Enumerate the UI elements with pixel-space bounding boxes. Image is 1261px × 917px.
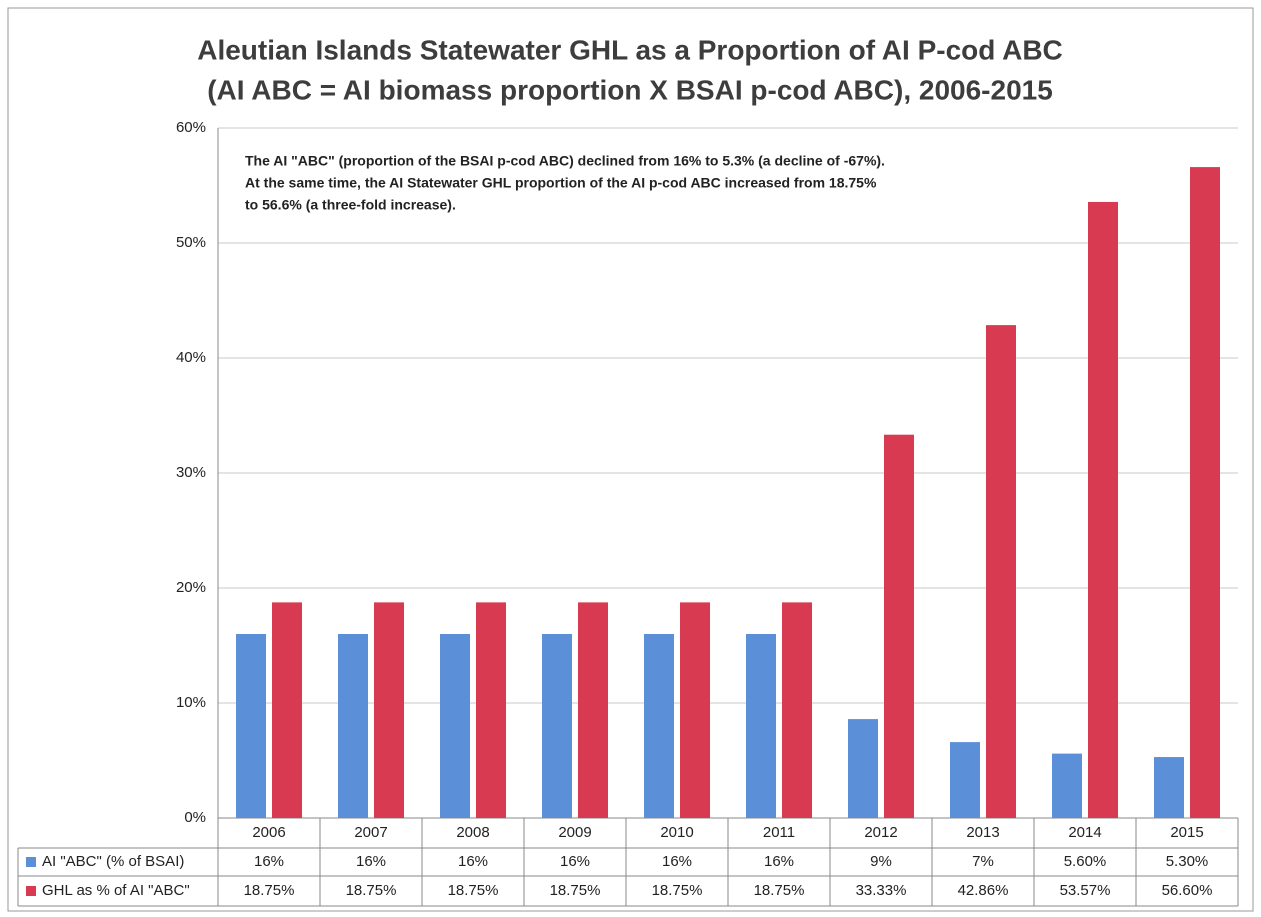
y-tick-label: 0% <box>184 809 206 826</box>
x-tick-label: 2008 <box>456 824 489 841</box>
chart-title: (AI ABC = AI biomass proportion X BSAI p… <box>207 74 1053 105</box>
table-cell: 9% <box>870 853 892 870</box>
x-tick-label: 2012 <box>864 824 897 841</box>
table-cell: 16% <box>662 853 692 870</box>
chart-border <box>7 7 1254 912</box>
table-cell: 18.75% <box>652 882 703 899</box>
bar <box>746 634 776 818</box>
bar <box>848 719 878 818</box>
bar <box>338 634 368 818</box>
x-tick-label: 2014 <box>1068 824 1101 841</box>
legend-label: AI "ABC" (% of BSAI) <box>42 853 184 870</box>
bar <box>476 602 506 818</box>
bar <box>440 634 470 818</box>
table-cell: 16% <box>458 853 488 870</box>
table-cell: 16% <box>356 853 386 870</box>
bar <box>1154 757 1184 818</box>
table-cell: 18.75% <box>346 882 397 899</box>
bar <box>782 602 812 818</box>
bar <box>1088 201 1118 818</box>
annotation: At the same time, the AI Statewater GHL … <box>245 175 877 191</box>
y-tick-label: 40% <box>176 349 206 366</box>
annotation: The AI "ABC" (proportion of the BSAI p-c… <box>245 153 885 169</box>
table-cell: 5.30% <box>1166 853 1209 870</box>
bar <box>986 325 1016 818</box>
table-cell: 18.75% <box>244 882 295 899</box>
table-cell: 16% <box>764 853 794 870</box>
y-tick-label: 60% <box>176 119 206 136</box>
x-tick-label: 2010 <box>660 824 693 841</box>
x-tick-label: 2011 <box>763 824 795 841</box>
chart-title: Aleutian Islands Statewater GHL as a Pro… <box>197 34 1063 65</box>
bar <box>272 602 302 818</box>
x-tick-label: 2006 <box>252 824 285 841</box>
table-cell: 7% <box>972 853 994 870</box>
x-tick-label: 2007 <box>354 824 387 841</box>
bar <box>374 602 404 818</box>
bar <box>578 602 608 818</box>
bar <box>236 634 266 818</box>
table-cell: 18.75% <box>550 882 601 899</box>
table-cell: 56.60% <box>1162 882 1213 899</box>
x-tick-label: 2013 <box>966 824 999 841</box>
table-cell: 16% <box>560 853 590 870</box>
bar <box>884 434 914 818</box>
legend-label: GHL as % of AI "ABC" <box>42 882 190 899</box>
table-cell: 42.86% <box>958 882 1009 899</box>
table-cell: 18.75% <box>448 882 499 899</box>
bar <box>950 742 980 818</box>
table-cell: 18.75% <box>754 882 805 899</box>
table-cell: 33.33% <box>856 882 907 899</box>
bar <box>1052 753 1082 818</box>
table-cell: 5.60% <box>1064 853 1107 870</box>
x-tick-label: 2009 <box>558 824 591 841</box>
y-tick-label: 50% <box>176 234 206 251</box>
annotation: to 56.6% (a three-fold increase). <box>245 197 456 213</box>
legend-swatch <box>26 857 36 867</box>
y-tick-label: 10% <box>176 694 206 711</box>
table-cell: 53.57% <box>1060 882 1111 899</box>
table-cell: 16% <box>254 853 284 870</box>
y-tick-label: 20% <box>176 579 206 596</box>
bar <box>680 602 710 818</box>
bar <box>542 634 572 818</box>
legend-swatch <box>26 886 36 896</box>
x-tick-label: 2015 <box>1170 824 1203 841</box>
bar <box>1190 167 1220 819</box>
y-tick-label: 30% <box>176 464 206 481</box>
bar <box>644 634 674 818</box>
